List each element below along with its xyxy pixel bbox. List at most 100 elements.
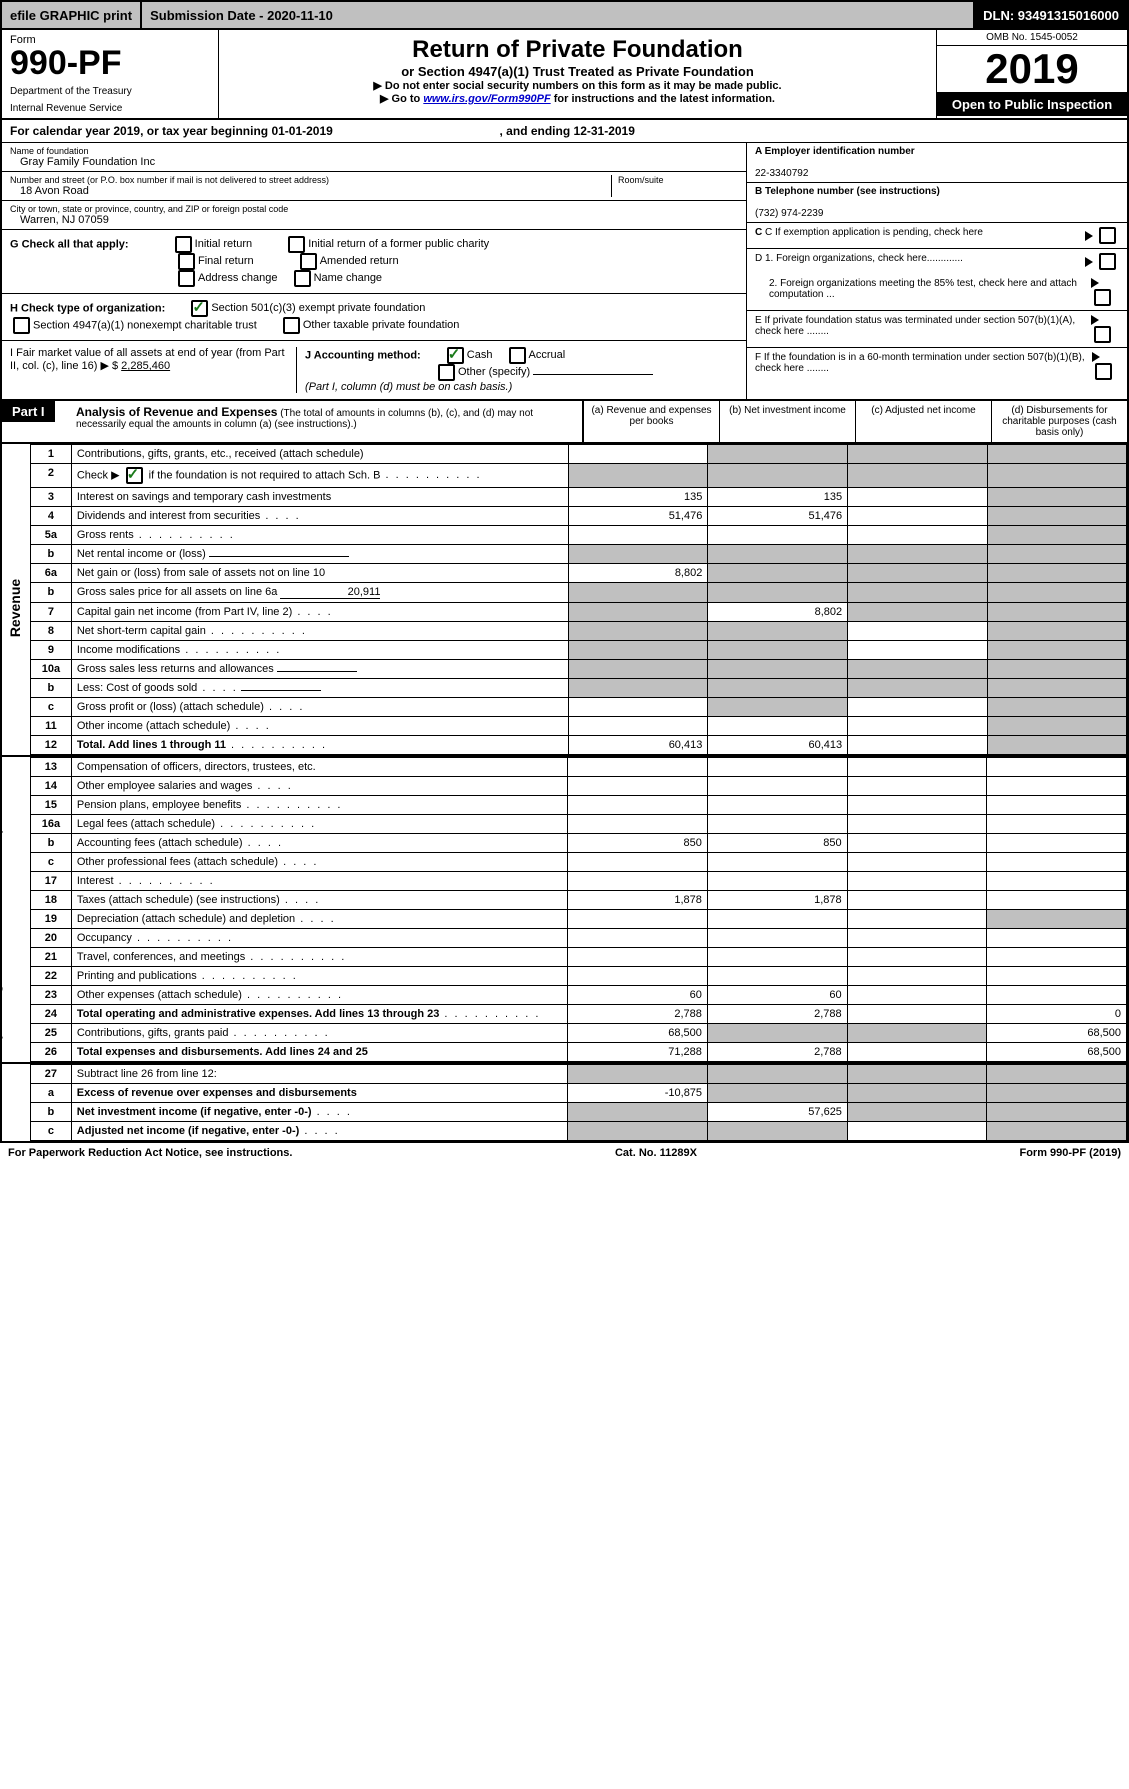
cb-f[interactable] — [1095, 363, 1112, 380]
table-row: 23Other expenses (attach schedule)6060 — [31, 986, 1127, 1005]
table-row: 22Printing and publications — [31, 967, 1127, 986]
table-row: 20Occupancy — [31, 929, 1127, 948]
table-row: 26Total expenses and disbursements. Add … — [31, 1043, 1127, 1062]
h-other: Other taxable private foundation — [303, 319, 460, 331]
revenue-section: Revenue 1Contributions, gifts, grants, e… — [0, 444, 1129, 757]
d1-row: D 1. Foreign organizations, check here..… — [747, 249, 1127, 274]
ein-label: A Employer identification number — [755, 146, 915, 157]
table-row: 18Taxes (attach schedule) (see instructi… — [31, 891, 1127, 910]
h-501c3: Section 501(c)(3) exempt private foundat… — [211, 302, 425, 314]
revenue-text: Revenue — [7, 578, 23, 636]
instr-1: ▶ Do not enter social security numbers o… — [225, 79, 930, 92]
table-row: 1Contributions, gifts, grants, etc., rec… — [31, 445, 1127, 464]
cb-cash[interactable] — [447, 347, 464, 364]
h-4947: Section 4947(a)(1) nonexempt charitable … — [33, 319, 257, 331]
cb-e[interactable] — [1094, 326, 1111, 343]
instr-2: ▶ Go to www.irs.gov/Form990PF for instru… — [225, 92, 930, 105]
j-other: Other (specify) — [458, 366, 530, 378]
dln-box: DLN: 93491315016000 — [975, 2, 1127, 28]
line27-section: 27Subtract line 26 from line 12: aExcess… — [0, 1064, 1129, 1143]
table-row: 15Pension plans, employee benefits — [31, 796, 1127, 815]
cb-schb[interactable] — [126, 467, 143, 484]
table-row: 2Check ▶ if the foundation is not requir… — [31, 464, 1127, 488]
omb-number: OMB No. 1545-0052 — [937, 30, 1127, 46]
table-row: 7Capital gain net income (from Part IV, … — [31, 603, 1127, 622]
table-row: cGross profit or (loss) (attach schedule… — [31, 698, 1127, 717]
addr-value: 18 Avon Road — [10, 185, 611, 197]
city-label: City or town, state or province, country… — [10, 204, 738, 214]
h-label: H Check type of organization: — [10, 302, 165, 314]
instr-2-pre: ▶ Go to — [380, 93, 423, 105]
c-label: C If exemption application is pending, c… — [765, 227, 983, 238]
revenue-vlabel: Revenue — [2, 444, 31, 755]
cb-initial-former[interactable] — [288, 236, 305, 253]
table-row: 12Total. Add lines 1 through 1160,41360,… — [31, 736, 1127, 755]
form-page: efile GRAPHIC print Submission Date - 20… — [0, 0, 1129, 1163]
page-footer: For Paperwork Reduction Act Notice, see … — [0, 1143, 1129, 1163]
footer-left: For Paperwork Reduction Act Notice, see … — [8, 1147, 292, 1159]
cb-d2[interactable] — [1094, 289, 1111, 306]
g-check-row: G Check all that apply: Initial return I… — [2, 230, 746, 294]
table-row: 17Interest — [31, 872, 1127, 891]
footer-right: Form 990-PF (2019) — [1019, 1147, 1121, 1159]
inspection-notice: Open to Public Inspection — [937, 93, 1127, 116]
cb-c[interactable] — [1099, 227, 1116, 244]
table-row: 16aLegal fees (attach schedule) — [31, 815, 1127, 834]
col-c-header: (c) Adjusted net income — [855, 401, 991, 442]
form-number: 990-PF — [10, 46, 210, 80]
cb-amended[interactable] — [300, 253, 317, 270]
table-row: 13Compensation of officers, directors, t… — [31, 758, 1127, 777]
submission-date: Submission Date - 2020-11-10 — [142, 2, 975, 28]
table-row: 5aGross rents — [31, 526, 1127, 545]
irs-link[interactable]: www.irs.gov/Form990PF — [423, 93, 550, 105]
col-a-header: (a) Revenue and expenses per books — [583, 401, 719, 442]
phone-value: (732) 974-2239 — [755, 208, 823, 219]
j-label: J Accounting method: — [305, 349, 421, 361]
e-row: E If private foundation status was termi… — [747, 311, 1127, 348]
form-title: Return of Private Foundation — [225, 36, 930, 64]
tax-year: 2019 — [937, 46, 1127, 93]
f-row: F If the foundation is in a 60-month ter… — [747, 348, 1127, 384]
col-d-header: (d) Disbursements for charitable purpose… — [991, 401, 1127, 442]
arrow-icon — [1091, 278, 1099, 288]
info-left: Name of foundation Gray Family Foundatio… — [2, 143, 746, 399]
e-label: E If private foundation status was termi… — [755, 315, 1085, 337]
cb-d1[interactable] — [1099, 253, 1116, 270]
cb-address[interactable] — [178, 270, 195, 287]
table-row: 27Subtract line 26 from line 12: — [31, 1065, 1127, 1084]
calendar-year-row: For calendar year 2019, or tax year begi… — [0, 120, 1129, 143]
form-subtitle: or Section 4947(a)(1) Trust Treated as P… — [225, 64, 930, 79]
d1-label: D 1. Foreign organizations, check here..… — [755, 253, 963, 264]
cb-initial[interactable] — [175, 236, 192, 253]
table-row: bLess: Cost of goods sold — [31, 679, 1127, 698]
addr-label: Number and street (or P.O. box number if… — [10, 175, 611, 185]
info-right: A Employer identification number 22-3340… — [746, 143, 1127, 399]
part1-title: Analysis of Revenue and Expenses — [76, 405, 277, 419]
address-cell: Number and street (or P.O. box number if… — [2, 172, 746, 201]
cb-4947[interactable] — [13, 317, 30, 334]
cb-other-method[interactable] — [438, 364, 455, 381]
blank-vlabel — [2, 1064, 31, 1141]
j-note: (Part I, column (d) must be on cash basi… — [305, 381, 512, 393]
table-row: aExcess of revenue over expenses and dis… — [31, 1084, 1127, 1103]
cb-final[interactable] — [178, 253, 195, 270]
cb-501c3[interactable] — [191, 300, 208, 317]
h-check-row: H Check type of organization: Section 50… — [2, 294, 746, 341]
phone-label: B Telephone number (see instructions) — [755, 186, 940, 197]
cb-accrual[interactable] — [509, 347, 526, 364]
i-value: 2,285,460 — [121, 360, 170, 372]
arrow-icon — [1085, 257, 1093, 267]
expenses-text: Operating and Administrative Expenses — [0, 785, 2, 1050]
cal-pre: For calendar year 2019, or tax year begi… — [10, 124, 333, 138]
ein-value: 22-3340792 — [755, 168, 808, 179]
cb-other-tax[interactable] — [283, 317, 300, 334]
table-row: 8Net short-term capital gain — [31, 622, 1127, 641]
table-row: 6aNet gain or (loss) from sale of assets… — [31, 564, 1127, 583]
header-right: OMB No. 1545-0052 2019 Open to Public In… — [936, 30, 1127, 118]
g-name: Name change — [314, 272, 383, 284]
cal-mid: , and ending 12-31-2019 — [500, 124, 635, 138]
table-row: cAdjusted net income (if negative, enter… — [31, 1122, 1127, 1141]
cb-name[interactable] — [294, 270, 311, 287]
dept-treasury: Department of the Treasury — [10, 86, 210, 97]
table-row: 19Depreciation (attach schedule) and dep… — [31, 910, 1127, 929]
